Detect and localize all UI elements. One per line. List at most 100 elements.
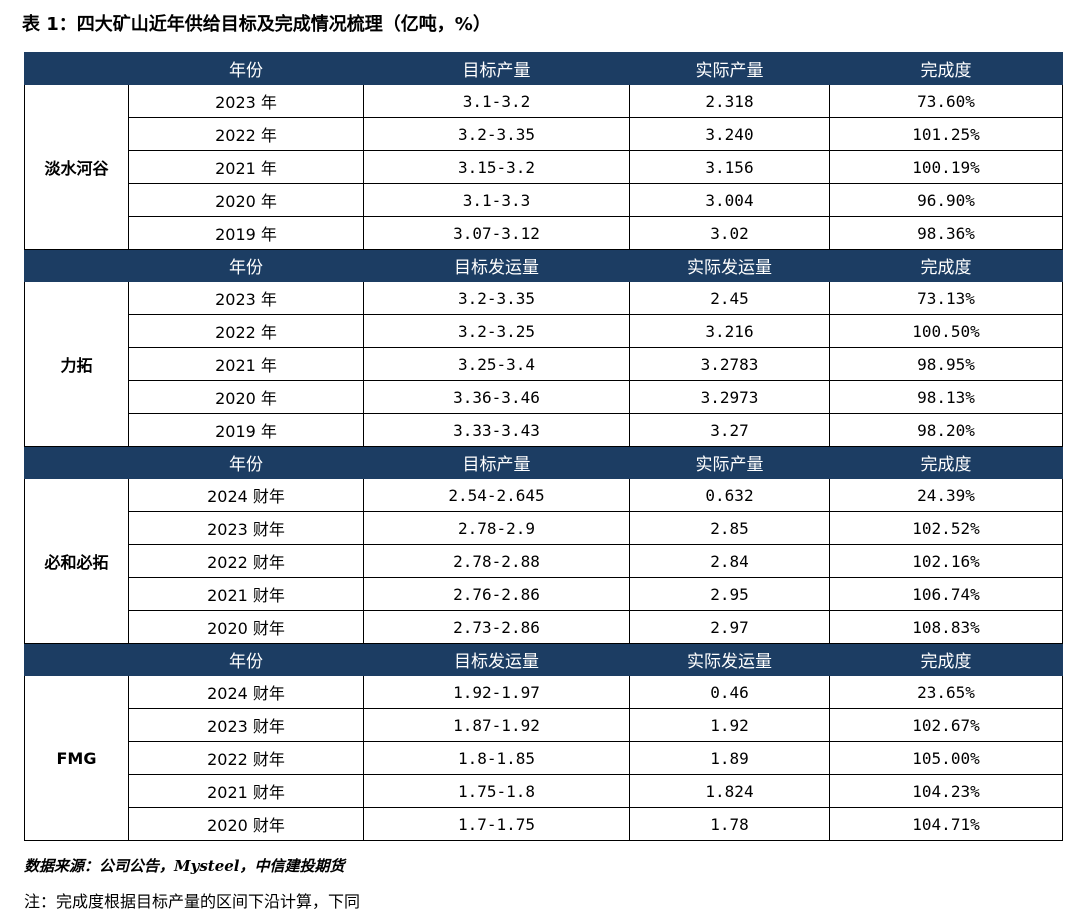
target-cell: 2.76-2.86 (363, 577, 630, 611)
column-header: 实际发运量 (629, 643, 830, 676)
target-cell: 2.78-2.9 (363, 511, 630, 545)
target-cell: 3.2-3.35 (363, 117, 630, 151)
column-header: 目标发运量 (363, 643, 630, 676)
table-row: 力拓 2023 年 3.2-3.35 2.45 73.13% (24, 281, 1063, 447)
table-row: 2022 财年 2.78-2.88 2.84 102.16% (25, 544, 1063, 578)
year-cell: 2022 年 (128, 117, 364, 151)
company-name: FMG (24, 675, 129, 841)
year-cell: 2022 财年 (128, 741, 364, 775)
actual-cell: 3.216 (629, 314, 830, 348)
column-header: 完成度 (829, 446, 1063, 479)
table-row: 淡水河谷 2023 年 3.1-3.2 2.318 73.60% (24, 84, 1063, 250)
column-header: 完成度 (829, 643, 1063, 676)
column-header: 年份 (128, 446, 364, 479)
target-cell: 1.7-1.75 (363, 807, 630, 841)
target-cell: 1.75-1.8 (363, 774, 630, 808)
year-cell: 2020 年 (128, 183, 364, 217)
header-row: 年份 目标发运量 实际发运量 完成度 (24, 643, 1063, 676)
target-cell: 1.87-1.92 (363, 708, 630, 742)
header-row: 年份 目标产量 实际产量 完成度 (24, 52, 1063, 85)
year-cell: 2021 财年 (128, 774, 364, 808)
target-cell: 1.92-1.97 (363, 675, 630, 709)
year-cell: 2019 年 (128, 216, 364, 250)
completion-cell: 102.67% (829, 708, 1063, 742)
actual-cell: 0.46 (629, 675, 830, 709)
year-cell: 2020 财年 (128, 807, 364, 841)
completion-cell: 24.39% (829, 478, 1063, 512)
header-blank-cell (24, 52, 129, 85)
actual-cell: 1.89 (629, 741, 830, 775)
table-row: 2020 财年 2.73-2.86 2.97 108.83% (25, 610, 1063, 644)
table-row: 2019 年 3.07-3.12 3.02 98.36% (25, 216, 1063, 250)
target-cell: 3.07-3.12 (363, 216, 630, 250)
completion-cell: 23.65% (829, 675, 1063, 709)
actual-cell: 2.318 (629, 84, 830, 118)
completion-cell: 98.95% (829, 347, 1063, 381)
data-source: 数据来源：公司公告，Mysteel，中信建投期货 (24, 857, 345, 875)
column-header: 目标发运量 (363, 249, 630, 282)
table-title: 表 1：四大矿山近年供给目标及完成情况梳理（亿吨，%） (22, 14, 491, 35)
header-blank-cell (24, 446, 129, 479)
completion-cell: 98.20% (829, 413, 1063, 447)
actual-cell: 1.92 (629, 708, 830, 742)
actual-cell: 1.824 (629, 774, 830, 808)
column-header: 年份 (128, 249, 364, 282)
year-cell: 2024 财年 (128, 478, 364, 512)
year-cell: 2023 财年 (128, 708, 364, 742)
completion-cell: 106.74% (829, 577, 1063, 611)
table-row: 2020 财年 1.7-1.75 1.78 104.71% (25, 807, 1063, 841)
column-header: 年份 (128, 643, 364, 676)
table-row: 2022 年 3.2-3.35 3.240 101.25% (25, 117, 1063, 151)
completion-cell: 100.19% (829, 150, 1063, 184)
actual-cell: 2.45 (629, 281, 830, 315)
table-row: 2020 年 3.36-3.46 3.2973 98.13% (25, 380, 1063, 414)
target-cell: 2.54-2.645 (363, 478, 630, 512)
year-cell: 2021 年 (128, 347, 364, 381)
target-cell: 3.25-3.4 (363, 347, 630, 381)
completion-cell: 98.13% (829, 380, 1063, 414)
actual-cell: 1.78 (629, 807, 830, 841)
completion-cell: 104.71% (829, 807, 1063, 841)
column-header: 完成度 (829, 249, 1063, 282)
table-row: FMG 2024 财年 1.92-1.97 0.46 23.65% (24, 675, 1063, 841)
company-name: 淡水河谷 (24, 84, 129, 250)
year-cell: 2022 年 (128, 314, 364, 348)
year-cell: 2022 财年 (128, 544, 364, 578)
target-cell: 2.78-2.88 (363, 544, 630, 578)
table-row: 2023 财年 1.87-1.92 1.92 102.67% (25, 708, 1063, 742)
completion-cell: 108.83% (829, 610, 1063, 644)
header-row: 年份 目标发运量 实际发运量 完成度 (24, 249, 1063, 282)
footnote: 注：完成度根据目标产量的区间下沿计算，下同 (24, 892, 361, 911)
supply-table: 年份 目标产量 实际产量 完成度 淡水河谷 2023 年 3.1-3.2 2.318 73.60… (24, 52, 1063, 841)
actual-cell: 3.2783 (629, 347, 830, 381)
header-blank-cell (24, 643, 129, 676)
actual-cell: 3.02 (629, 216, 830, 250)
actual-cell: 3.156 (629, 150, 830, 184)
column-header: 实际产量 (629, 52, 830, 85)
completion-cell: 104.23% (829, 774, 1063, 808)
year-cell: 2023 年 (128, 84, 364, 118)
table-row: 2022 财年 1.8-1.85 1.89 105.00% (25, 741, 1063, 775)
target-cell: 3.36-3.46 (363, 380, 630, 414)
year-cell: 2021 财年 (128, 577, 364, 611)
table-row: 2023 财年 2.78-2.9 2.85 102.52% (25, 511, 1063, 545)
year-cell: 2019 年 (128, 413, 364, 447)
target-cell: 3.1-3.2 (363, 84, 630, 118)
table-row: 2021 财年 1.75-1.8 1.824 104.23% (25, 774, 1063, 808)
completion-cell: 101.25% (829, 117, 1063, 151)
column-header: 完成度 (829, 52, 1063, 85)
actual-cell: 3.004 (629, 183, 830, 217)
column-header: 年份 (128, 52, 364, 85)
header-blank-cell (24, 249, 129, 282)
actual-cell: 3.2973 (629, 380, 830, 414)
header-row: 年份 目标产量 实际产量 完成度 (24, 446, 1063, 479)
column-header: 实际产量 (629, 446, 830, 479)
completion-cell: 100.50% (829, 314, 1063, 348)
actual-cell: 2.85 (629, 511, 830, 545)
table-row: 2019 年 3.33-3.43 3.27 98.20% (25, 413, 1063, 447)
target-cell: 1.8-1.85 (363, 741, 630, 775)
actual-cell: 3.27 (629, 413, 830, 447)
year-cell: 2023 年 (128, 281, 364, 315)
target-cell: 3.2-3.35 (363, 281, 630, 315)
company-name: 力拓 (24, 281, 129, 447)
